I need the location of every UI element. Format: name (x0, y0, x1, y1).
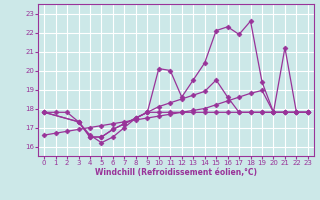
X-axis label: Windchill (Refroidissement éolien,°C): Windchill (Refroidissement éolien,°C) (95, 168, 257, 177)
